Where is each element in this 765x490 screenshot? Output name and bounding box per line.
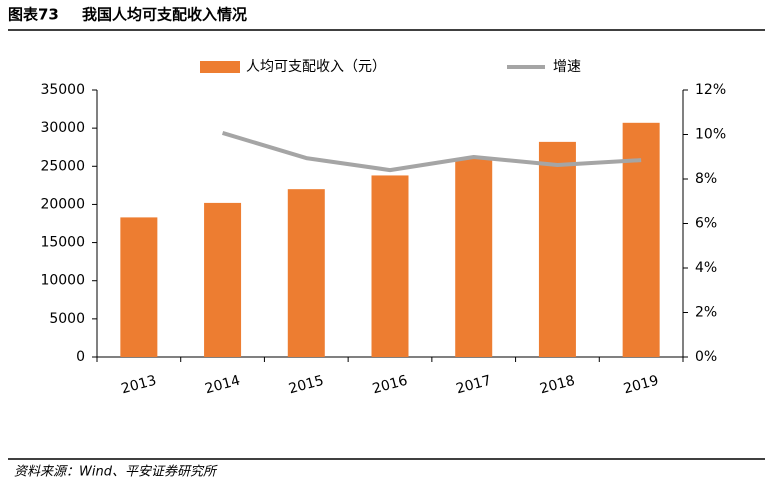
y2-tick-label: 10% [695,127,726,143]
x-tick-label: 2017 [454,373,493,398]
bar [371,175,409,357]
source-note: 资料来源：Wind、平安证券研究所 [14,464,218,480]
legend-swatch [200,61,240,73]
y2-tick-label: 6% [695,216,717,232]
y-tick-label: 5000 [49,311,85,327]
x-tick-label: 2016 [371,373,410,398]
x-tick-label: 2019 [622,373,661,398]
legend-label: 增速 [553,59,581,75]
x-tick-label: 2013 [120,373,159,398]
bar [204,202,242,357]
line [221,131,642,173]
figure-label: 图表73 [8,6,59,24]
x-tick-label: 2014 [203,373,242,398]
y2-tick-label: 2% [695,305,717,321]
y-tick-label: 30000 [40,120,85,136]
bar [622,122,660,357]
x-tick-label: 2015 [287,373,326,398]
bar [287,189,325,357]
y2-tick-label: 4% [695,260,717,276]
y2-tick-label: 0% [695,349,717,365]
y-tick-label: 10000 [40,273,85,289]
y-tick-label: 20000 [40,196,85,212]
x-tick-label: 2018 [538,373,577,398]
y2-tick-label: 8% [695,171,717,187]
y-tick-label: 0 [76,349,85,365]
legend-label: 人均可支配收入（元） [246,59,386,75]
bar [120,217,158,357]
y-tick-label: 25000 [40,158,85,174]
y2-tick-label: 12% [695,82,726,98]
y-tick-label: 35000 [40,82,85,98]
chart-title: 我国人均可支配收入情况 [82,6,247,24]
y-tick-label: 15000 [40,235,85,251]
bar [538,141,576,357]
bar [455,158,493,357]
